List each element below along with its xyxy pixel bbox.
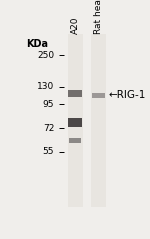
Bar [68,118,82,127]
Text: KDa: KDa [26,39,48,49]
Bar [68,90,82,97]
Text: 72: 72 [43,124,54,133]
Bar [91,34,106,207]
Bar [68,34,83,207]
Text: 95: 95 [43,100,54,109]
Text: A20: A20 [71,17,80,34]
Bar [92,92,105,98]
Text: ←RIG-1: ←RIG-1 [109,90,146,100]
Text: 250: 250 [37,51,54,60]
Text: Rat heart: Rat heart [94,0,103,34]
Text: 130: 130 [37,82,54,91]
Text: 55: 55 [43,147,54,157]
Bar [69,138,81,143]
